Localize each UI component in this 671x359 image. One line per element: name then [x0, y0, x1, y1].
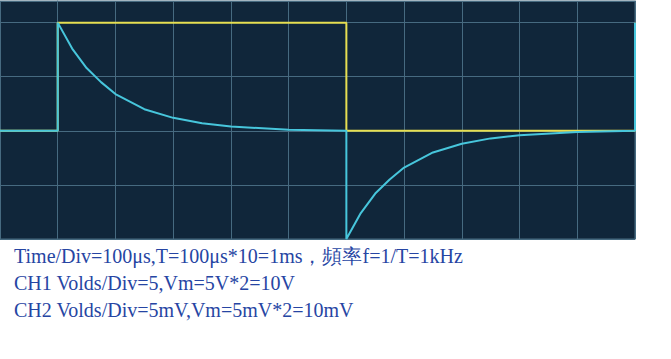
- svg-text:CH2 Volds/Div=5mV,Vm=5mV*2=10m: CH2 Volds/Div=5mV,Vm=5mV*2=10mV: [14, 299, 354, 321]
- svg-text:CH1 Volds/Div=5,Vm=5V*2=10V: CH1 Volds/Div=5,Vm=5V*2=10V: [14, 272, 295, 294]
- svg-text:Time/Div=100μs,T=100μs*10=1ms，: Time/Div=100μs,T=100μs*10=1ms，頻率f=1/T=1k…: [14, 245, 463, 268]
